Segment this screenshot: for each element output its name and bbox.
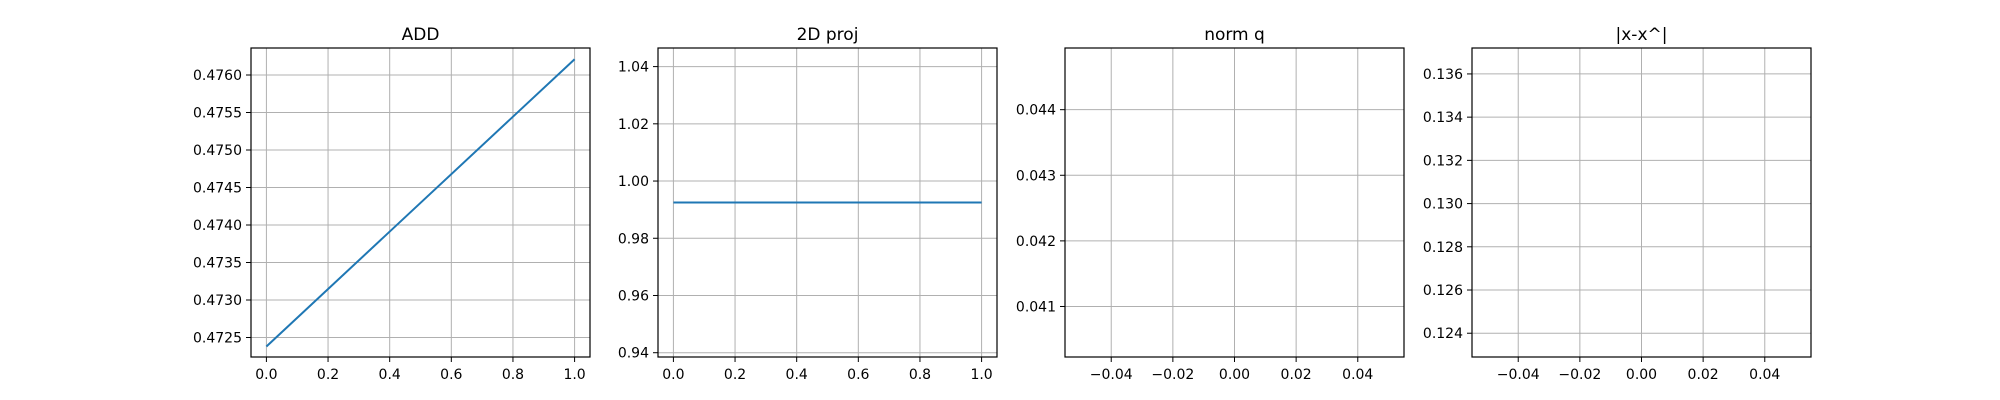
y-tick-label: 0.96 bbox=[618, 288, 649, 304]
y-tick-label: 0.4740 bbox=[193, 218, 242, 234]
x-tick-label: 0.00 bbox=[1626, 367, 1657, 383]
x-tick-label: 0.8 bbox=[502, 367, 524, 383]
x-tick-label: 1.0 bbox=[563, 367, 585, 383]
x-tick-label: 0.02 bbox=[1281, 367, 1312, 383]
subplot-2: 0.0 0.2 0.4 0.6 0.8 1.0 0.94 0.96 0.98 1.00 1.02 1.… bbox=[618, 25, 998, 383]
axes-frame bbox=[657, 47, 998, 358]
x-tick-label: 0.04 bbox=[1749, 367, 1780, 383]
x-tick-label: 0.6 bbox=[440, 367, 462, 383]
subplot-4: −0.04 −0.02 0.00 0.02 0.04 0.124 0.126 0.128 0.1… bbox=[1423, 25, 1812, 383]
axes-frame bbox=[250, 47, 591, 358]
subplot-title: norm q bbox=[1204, 25, 1265, 45]
subplot-title: ADD bbox=[402, 25, 440, 45]
series-line bbox=[265, 58, 576, 348]
x-tick-label: 0.00 bbox=[1219, 367, 1250, 383]
y-tick-label: 0.4725 bbox=[193, 331, 242, 347]
y-tick-label: 0.4735 bbox=[193, 256, 242, 272]
y-tick-label: 0.042 bbox=[1016, 234, 1056, 250]
y-tick-label: 0.134 bbox=[1423, 110, 1463, 126]
x-tick-label: −0.04 bbox=[1090, 367, 1133, 383]
x-tick-label: 0.6 bbox=[847, 367, 869, 383]
y-tick-label: 0.130 bbox=[1423, 197, 1463, 213]
x-tick-label: 1.0 bbox=[970, 367, 992, 383]
y-tick-label: 0.98 bbox=[618, 231, 649, 247]
y-tick-label: 1.04 bbox=[618, 60, 649, 76]
y-tick-label: 0.128 bbox=[1423, 240, 1463, 256]
x-tick-label: −0.04 bbox=[1497, 367, 1540, 383]
x-tick-label: 0.8 bbox=[909, 367, 931, 383]
x-tick-label: 0.04 bbox=[1342, 367, 1373, 383]
y-tick-label: 0.132 bbox=[1423, 153, 1463, 169]
x-tick-label: 0.0 bbox=[662, 367, 684, 383]
y-tick-label: 0.124 bbox=[1423, 326, 1463, 342]
y-tick-label: 1.00 bbox=[618, 174, 649, 190]
y-tick-label: 0.041 bbox=[1016, 299, 1056, 315]
x-tick-label: 0.4 bbox=[379, 367, 401, 383]
y-tick-label: 0.044 bbox=[1016, 103, 1056, 119]
subplot-title: |x-x^| bbox=[1616, 25, 1668, 45]
y-tick-label: 0.136 bbox=[1423, 67, 1463, 83]
y-tick-label: 0.4745 bbox=[193, 181, 242, 197]
subplot-title: 2D proj bbox=[797, 25, 859, 45]
y-tick-label: 1.02 bbox=[618, 117, 649, 133]
y-tick-label: 0.4730 bbox=[193, 293, 242, 309]
x-tick-label: −0.02 bbox=[1151, 367, 1194, 383]
y-tick-label: 0.4750 bbox=[193, 143, 242, 159]
x-tick-label: 0.02 bbox=[1688, 367, 1719, 383]
y-tick-label: 0.043 bbox=[1016, 168, 1056, 184]
subplot-3: −0.04 −0.02 0.00 0.02 0.04 0.041 0.042 0.043 0.0… bbox=[1016, 25, 1405, 383]
y-tick-label: 0.4755 bbox=[193, 106, 242, 122]
x-tick-label: 0.0 bbox=[255, 367, 277, 383]
subplot-1: 0.0 0.2 0.4 0.6 0.8 1.0 0.4725 0.4730 0.4735 0.47… bbox=[193, 25, 591, 383]
x-tick-label: 0.2 bbox=[317, 367, 339, 383]
y-tick-label: 0.4760 bbox=[193, 68, 242, 84]
x-tick-label: 0.4 bbox=[786, 367, 808, 383]
y-tick-label: 0.126 bbox=[1423, 283, 1463, 299]
x-tick-label: 0.2 bbox=[724, 367, 746, 383]
y-tick-label: 0.94 bbox=[618, 346, 649, 362]
x-tick-label: −0.02 bbox=[1558, 367, 1601, 383]
